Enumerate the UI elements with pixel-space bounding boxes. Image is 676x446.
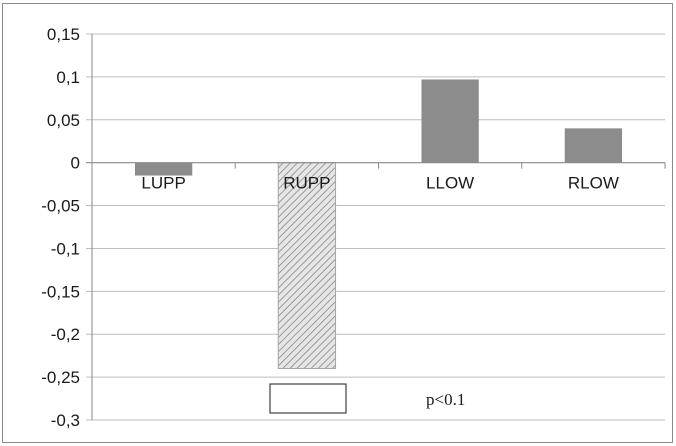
gridlines: [86, 33, 665, 421]
y-tick-label: 0: [71, 154, 80, 173]
legend-swatch: [269, 383, 347, 414]
category-label: LLOW: [426, 174, 474, 193]
category-label: RUPP: [283, 174, 330, 193]
y-tick-label: 0,15: [47, 25, 80, 44]
y-tick-label: -0,1: [51, 239, 80, 258]
category-label: LUPP: [141, 174, 185, 193]
bar-lupp: [134, 162, 193, 176]
category-labels: LUPP RUPP LLOW RLOW: [141, 174, 618, 193]
bar-rlow: [564, 128, 623, 163]
y-tick-label: -0,2: [51, 325, 80, 344]
legend: p<0.1: [269, 383, 465, 414]
bar-llow: [421, 79, 479, 163]
bars: [134, 79, 623, 370]
y-tick-label: -0,15: [41, 282, 80, 301]
chart-frame: [2, 3, 673, 443]
y-tick-label: 0,05: [47, 111, 80, 130]
category-label: RLOW: [568, 174, 619, 193]
y-axis-tick-labels: 0,15 0,1 0,05 0 -0,05 -0,1 -0,15 -0,2 -0,25 -0,3: [41, 25, 80, 430]
y-tick-label: -0,05: [41, 197, 80, 216]
bar-rupp: [277, 162, 337, 370]
legend-label: p<0.1: [426, 390, 465, 409]
y-tick-label: -0,3: [51, 411, 80, 430]
axes: [86, 34, 666, 420]
y-tick-label: 0,1: [56, 68, 80, 87]
y-tick-label: -0,25: [41, 368, 80, 387]
